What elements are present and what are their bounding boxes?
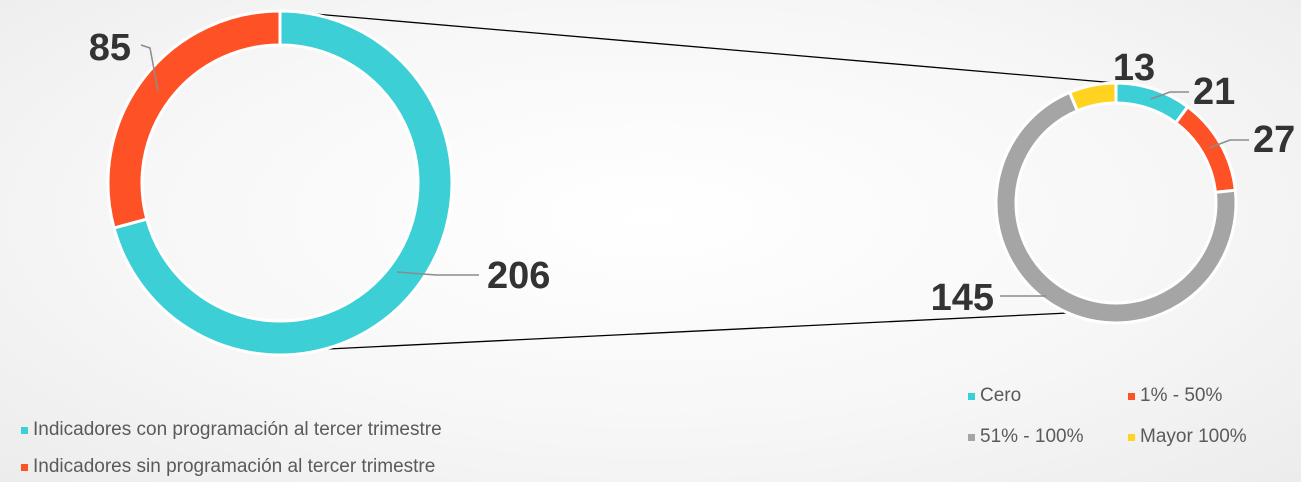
breakdown-donut	[994, 81, 1238, 325]
legend-swatch-51pct-100pct	[968, 434, 975, 441]
data-label-1pct-50pct: 27	[1253, 119, 1295, 161]
legend-label-indicadores-sin-programacion-al-tercer-trimestre: Indicadores sin programación al tercer t…	[33, 456, 435, 477]
leader-line-indicadores-sin-programacion-al-tercer-trimestre	[140, 44, 159, 92]
legend-item-mayor-100pct: Mayor 100%	[1128, 426, 1247, 447]
legend-label-51pct-100pct: 51% - 100%	[980, 426, 1084, 447]
leader-line-indicadores-con-programacion-al-tercer-trimestre	[396, 271, 479, 276]
data-label-cero: 21	[1193, 71, 1235, 113]
connector-lines	[279, 10, 1117, 350]
connector-line-bottom	[327, 312, 1069, 350]
legend-main: Indicadores con programación al tercer t…	[21, 419, 442, 477]
legend-swatch-indicadores-con-programacion-al-tercer-trimestre	[21, 427, 28, 434]
donut-slice-indicadores-sin-programacion-al-tercer-trimestre	[106, 9, 282, 230]
legend-swatch-1pct-50pct	[1128, 393, 1135, 400]
main-donut	[106, 9, 454, 357]
donut-slice-51pct-100pct	[994, 90, 1238, 325]
data-labels: 206 85 21 27 145 13	[89, 27, 1296, 319]
legend-label-1pct-50pct: 1% - 50%	[1140, 385, 1222, 406]
data-label-indicadores-con-programacion-al-tercer-trimestre: 206	[487, 255, 550, 297]
legend-item-51pct-100pct: 51% - 100%	[968, 426, 1084, 447]
legend-swatch-mayor-100pct	[1128, 434, 1135, 441]
legend-item-indicadores-con-programacion-al-tercer-trimestre: Indicadores con programación al tercer t…	[21, 419, 442, 440]
legend-label-mayor-100pct: Mayor 100%	[1140, 426, 1247, 447]
legend-breakdown: Cero 1% - 50% 51% - 100% Mayor 100%	[968, 385, 1247, 447]
donut-slice-1pct-50pct	[1173, 104, 1237, 194]
donut-slice-indicadores-con-programacion-al-tercer-trimestre	[112, 9, 454, 357]
data-label-indicadores-sin-programacion-al-tercer-trimestre: 85	[89, 27, 131, 69]
legend-item-1pct-50pct: 1% - 50%	[1128, 385, 1222, 406]
legend-item-cero: Cero	[968, 385, 1021, 406]
connector-line-top	[279, 10, 1117, 84]
data-label-mayor-100pct: 13	[1113, 47, 1155, 89]
data-label-51pct-100pct: 145	[931, 277, 994, 319]
legend-item-indicadores-sin-programacion-al-tercer-trimestre: Indicadores sin programación al tercer t…	[21, 456, 435, 477]
legend-swatch-indicadores-sin-programacion-al-tercer-trimestre	[21, 464, 28, 471]
legend-label-indicadores-con-programacion-al-tercer-trimestre: Indicadores con programación al tercer t…	[33, 419, 442, 440]
legend-label-cero: Cero	[980, 385, 1021, 406]
legend-swatch-cero	[968, 393, 975, 400]
donut-slice-mayor-100pct	[1067, 81, 1118, 113]
leader-line-1pct-50pct	[1208, 139, 1249, 149]
leader-line-cero	[1150, 91, 1189, 100]
